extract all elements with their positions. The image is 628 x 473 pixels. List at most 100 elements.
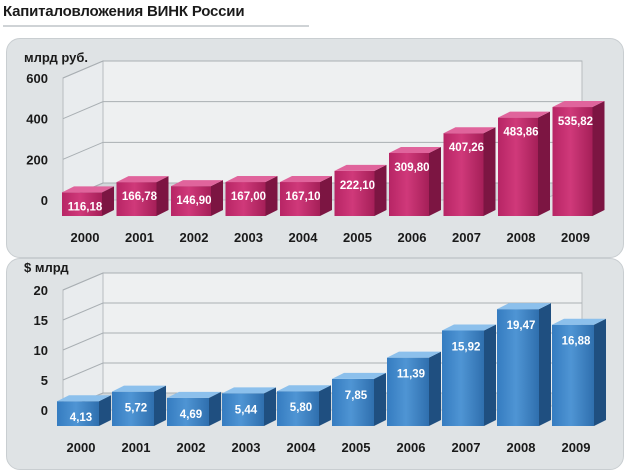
bottom-data-label: 5,44 (235, 404, 258, 416)
top-bar-front (225, 182, 266, 216)
top-bar-side (483, 127, 496, 216)
bottom-bar-front (112, 391, 154, 426)
bottom-bar-side (209, 391, 221, 426)
bottom-tick-label: 20 (34, 283, 48, 298)
bottom-bar-side (154, 385, 166, 426)
bottom-gridline (62, 332, 582, 351)
bottom-bar-side (264, 387, 276, 426)
bottom-bar-top (442, 324, 496, 331)
top-year-label: 2004 (289, 230, 319, 245)
bottom-bar (552, 318, 606, 426)
bottom-data-label: 19,47 (507, 320, 536, 332)
bottom-year-label: 2009 (562, 440, 591, 455)
top-gridline (62, 60, 582, 79)
top-bar-top (498, 111, 550, 118)
top-bar (225, 176, 278, 216)
bottom-year-label: 2008 (507, 440, 536, 455)
bottom-bar (112, 385, 166, 426)
bottom-data-label: 4,69 (180, 409, 202, 421)
bottom-bar (167, 391, 221, 426)
bottom-bar-top (387, 351, 441, 358)
bottom-gridline (62, 272, 582, 291)
bottom-data-label: 15,92 (452, 341, 481, 353)
top-data-label: 167,00 (231, 191, 266, 203)
top-tick-label: 0 (41, 193, 48, 208)
bottom-bar-front (332, 378, 374, 426)
top-bar (498, 111, 550, 216)
top-year-label: 2009 (561, 230, 590, 245)
bottom-bar (387, 351, 441, 426)
bottom-data-label: 7,85 (345, 390, 368, 402)
top-year-label: 2000 (71, 230, 100, 245)
bottom-year-label: 2006 (397, 440, 426, 455)
top-bar-front (443, 133, 484, 216)
bottom-year-label: 2003 (232, 440, 261, 455)
top-bar-top (280, 176, 332, 183)
top-bar-front (62, 192, 102, 216)
top-year-label: 2002 (180, 230, 209, 245)
bottom-bar-side (539, 303, 551, 426)
bottom-bar-side (99, 395, 111, 426)
top-data-label: 146,90 (176, 195, 211, 207)
bottom-unit-label: $ млрд (24, 260, 69, 275)
top-data-label: 116,18 (68, 201, 103, 213)
top-bar-front (280, 182, 320, 216)
top-bar-top (116, 176, 169, 183)
bottom-bar-side (594, 318, 606, 426)
top-gridline (62, 141, 582, 160)
bottom-tick-label: 15 (34, 313, 48, 328)
top-bar-side (592, 101, 605, 216)
chart-title: Капиталовложения ВИНК России (3, 3, 245, 20)
top-year-label: 2001 (125, 230, 154, 245)
top-bar-top (552, 101, 605, 108)
bottom-bar-top (497, 303, 551, 310)
top-bar (443, 127, 496, 216)
top-bar (334, 164, 387, 216)
top-bar-front (498, 117, 538, 216)
bottom-year-label: 2000 (67, 440, 96, 455)
top-bar-top (225, 176, 278, 183)
bottom-bar-front (57, 401, 99, 426)
bottom-year-label: 2007 (452, 440, 481, 455)
top-side-wall (62, 60, 104, 201)
bottom-bar (277, 385, 331, 426)
top-bar-top (62, 186, 114, 193)
top-bar-front (116, 182, 157, 216)
bottom-data-label: 5,72 (125, 403, 147, 415)
top-bar (62, 186, 114, 216)
bottom-bar-top (112, 385, 166, 392)
top-bar-side (156, 176, 169, 216)
top-year-label: 2006 (398, 230, 427, 245)
top-year-label: 2007 (452, 230, 481, 245)
bottom-bar-front (277, 391, 319, 426)
bottom-bar (442, 324, 496, 426)
top-year-label: 2003 (234, 230, 263, 245)
top-bar-top (171, 180, 223, 187)
bottom-data-label: 16,88 (562, 336, 591, 348)
bottom-bar-top (57, 395, 111, 402)
bottom-data-label: 11,39 (397, 369, 425, 381)
top-data-label: 167,10 (285, 191, 320, 203)
bottom-year-label: 2005 (342, 440, 371, 455)
bottom-bar-side (429, 351, 441, 426)
top-bar (171, 180, 223, 216)
bottom-bar-side (484, 324, 496, 426)
top-data-label: 166,78 (122, 191, 158, 203)
top-bar-front (552, 107, 593, 216)
top-gridline (62, 101, 582, 120)
top-bar (552, 101, 605, 216)
top-data-label: 222,10 (340, 180, 375, 192)
bottom-bar-front (387, 357, 429, 426)
bottom-year-label: 2001 (122, 440, 151, 455)
top-bar-side (374, 164, 387, 216)
top-bar-side (265, 176, 278, 216)
top-bar-top (334, 164, 387, 171)
top-unit-label: млрд руб. (24, 50, 88, 65)
bottom-tick-label: 0 (41, 403, 48, 418)
top-bar-side (538, 111, 550, 216)
top-bar-side (429, 147, 441, 216)
top-data-label: 309,80 (394, 162, 429, 174)
bottom-data-label: 5,80 (290, 402, 312, 414)
bottom-bar-top (167, 391, 221, 398)
